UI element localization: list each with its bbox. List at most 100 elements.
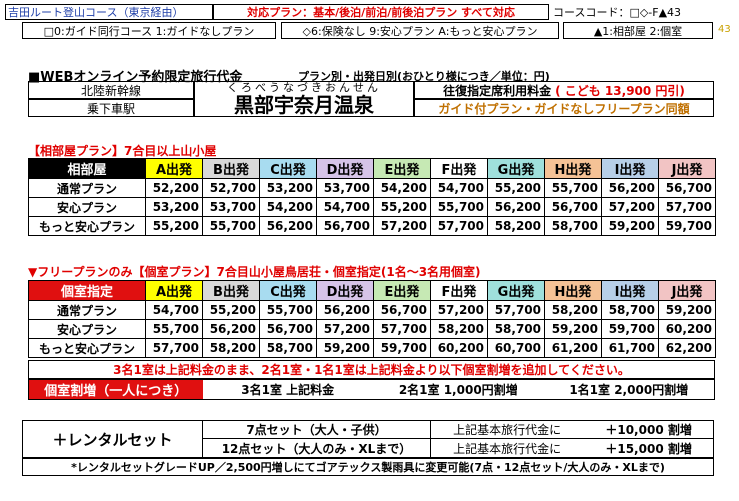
departure-header-j: J出発 bbox=[658, 158, 716, 179]
price-cell: 54,700 bbox=[316, 197, 374, 217]
station-box: くろべうなづきおんせん 黒部宇奈月温泉 bbox=[194, 81, 414, 117]
price-cell: 55,200 bbox=[487, 178, 545, 198]
rental-note: *レンタルセットグレードUP／2,500円増しにてゴアテックス製雨具に変更可能(… bbox=[22, 458, 714, 476]
private-note: 3名1室は上記料金のまま、2名1室・1名1室は上記料金より以下個室割増を追加して… bbox=[28, 360, 715, 379]
table-row: 通常プラン 52,200 52,700 53,200 53,700 54,200 54,70… bbox=[28, 178, 716, 198]
price-cell: 56,700 bbox=[316, 216, 374, 236]
price-cell: 52,700 bbox=[202, 178, 260, 198]
fare-box: 往復指定席利用料金 ( こども 13,900 円引) bbox=[414, 81, 714, 99]
plans-label: 対応プラン：基本/後泊/前泊/前後泊プラン すべて対応 bbox=[213, 4, 549, 20]
price-cell: 59,200 bbox=[316, 338, 374, 358]
departure-header-c: C出発 bbox=[259, 280, 317, 301]
price-cell: 55,200 bbox=[373, 197, 431, 217]
surcharge-3-persons: 3名1室 上記料金 bbox=[241, 383, 335, 397]
price-cell: 53,700 bbox=[202, 197, 260, 217]
price-cell: 53,200 bbox=[145, 197, 203, 217]
price-cell: 59,200 bbox=[544, 319, 602, 339]
surcharge-row: 個室割増（一人につき） 3名1室 上記料金 2名1室 1,000円割増 1名1室… bbox=[28, 379, 715, 400]
price-cell: 58,700 bbox=[601, 300, 659, 320]
departure-header-d: D出発 bbox=[316, 280, 374, 301]
plan-label: 安心プラン bbox=[28, 319, 146, 339]
station-name: 黒部宇奈月温泉 bbox=[234, 93, 374, 117]
departure-header-h: H出発 bbox=[544, 158, 602, 179]
price-cell: 56,200 bbox=[202, 319, 260, 339]
table-header-row: 相部屋 A出発 B出発 C出発 D出発 E出発 F出発 G出発 H出発 I出発 J出発 bbox=[28, 158, 716, 179]
price-cell: 57,700 bbox=[487, 300, 545, 320]
rental-set-7: 7点セット（大人・子供） bbox=[203, 421, 431, 439]
rental-basis-12: 上記基本旅行代金に bbox=[453, 441, 562, 456]
same-price-note: ガイド付プラン・ガイドなしフリープラン同額 bbox=[414, 99, 714, 117]
departure-header-a: A出発 bbox=[145, 280, 203, 301]
plan-label: もっと安心プラン bbox=[28, 216, 146, 236]
price-cell: 56,200 bbox=[601, 178, 659, 198]
price-cell: 58,200 bbox=[487, 216, 545, 236]
rental-set-12: 12点セット（大人のみ・XLまで） bbox=[203, 439, 431, 457]
departure-header-d: D出発 bbox=[316, 158, 374, 179]
surcharge-label: 個室割増（一人につき） bbox=[29, 380, 203, 399]
course-name: 吉田ルート登山コース（東京経由） bbox=[5, 4, 213, 20]
departure-header-j: J出発 bbox=[658, 280, 716, 301]
price-cell: 59,200 bbox=[601, 216, 659, 236]
rental-label: ＋レンタルセット bbox=[23, 421, 203, 457]
plan-label: 安心プラン bbox=[28, 197, 146, 217]
shared-price-table: 相部屋 A出発 B出発 C出発 D出発 E出発 F出発 G出発 H出発 I出発 J出発 通常プラン… bbox=[28, 158, 716, 236]
option-guide: □0:ガイド同行コース 1:ガイドなしプラン bbox=[22, 22, 276, 39]
price-cell: 59,200 bbox=[658, 300, 716, 320]
price-cell: 54,700 bbox=[430, 178, 488, 198]
price-cell: 60,700 bbox=[487, 338, 545, 358]
price-cell: 54,200 bbox=[373, 178, 431, 198]
shared-section-title: 【相部屋プラン】7合目以上山小屋 bbox=[28, 144, 217, 158]
price-cell: 56,700 bbox=[658, 178, 716, 198]
price-cell: 59,700 bbox=[601, 319, 659, 339]
departure-header-b: B出発 bbox=[202, 158, 260, 179]
price-cell: 57,700 bbox=[145, 338, 203, 358]
price-cell: 53,700 bbox=[316, 178, 374, 198]
departure-header-f: F出発 bbox=[430, 280, 488, 301]
plan-label: 通常プラン bbox=[28, 178, 146, 198]
course-code: コースコード：□◇-F▲43 bbox=[553, 6, 682, 19]
departure-header-e: E出発 bbox=[373, 158, 431, 179]
departure-header-g: G出発 bbox=[487, 158, 545, 179]
price-cell: 58,700 bbox=[487, 319, 545, 339]
table-row: もっと安心プラン 55,200 55,700 56,200 56,700 57,200 57… bbox=[28, 216, 716, 236]
private-price-table: 個室指定 A出発 B出発 C出発 D出発 E出発 F出発 G出発 H出発 I出発 J出発 通常プラ… bbox=[28, 280, 716, 358]
price-cell: 56,200 bbox=[316, 300, 374, 320]
surcharge-2-persons: 2名1室 1,000円割増 bbox=[398, 383, 518, 397]
station-label: 乗下車駅 bbox=[28, 99, 194, 117]
price-cell: 59,700 bbox=[658, 216, 716, 236]
price-cell: 57,700 bbox=[658, 197, 716, 217]
plan-label: 通常プラン bbox=[28, 300, 146, 320]
price-cell: 55,700 bbox=[430, 197, 488, 217]
price-cell: 57,200 bbox=[430, 300, 488, 320]
price-cell: 56,700 bbox=[544, 197, 602, 217]
price-cell: 56,700 bbox=[259, 319, 317, 339]
departure-header-i: I出発 bbox=[601, 280, 659, 301]
table-row: もっと安心プラン 57,700 58,200 58,700 59,200 59,700 60… bbox=[28, 338, 716, 358]
price-cell: 56,200 bbox=[487, 197, 545, 217]
price-cell: 55,700 bbox=[145, 319, 203, 339]
price-cell: 60,200 bbox=[658, 319, 716, 339]
price-cell: 54,200 bbox=[259, 197, 317, 217]
private-corner-label: 個室指定 bbox=[28, 280, 146, 301]
private-section-title: ▼フリープランのみ【個室プラン】7合目山小屋鳥居荘・個室指定(1名～3名用個室) bbox=[28, 265, 481, 279]
departure-header-g: G出発 bbox=[487, 280, 545, 301]
station-reading: くろべうなづきおんせん bbox=[227, 81, 381, 94]
rental-price-12-row: 上記基本旅行代金に ＋15,000 割増 bbox=[431, 439, 714, 457]
price-cell: 55,700 bbox=[544, 178, 602, 198]
table-row: 安心プラン 55,700 56,200 56,700 57,200 57,700 58,20… bbox=[28, 319, 716, 339]
price-cell: 55,200 bbox=[202, 300, 260, 320]
rental-price-7: ＋10,000 割増 bbox=[605, 423, 692, 437]
price-cell: 56,200 bbox=[259, 216, 317, 236]
price-cell: 58,700 bbox=[259, 338, 317, 358]
price-cell: 61,200 bbox=[544, 338, 602, 358]
price-cell: 56,700 bbox=[373, 300, 431, 320]
price-cell: 52,200 bbox=[145, 178, 203, 198]
price-cell: 57,700 bbox=[373, 319, 431, 339]
price-cell: 55,700 bbox=[259, 300, 317, 320]
rental-box bbox=[22, 420, 714, 458]
departure-header-a: A出発 bbox=[145, 158, 203, 179]
price-cell: 58,700 bbox=[544, 216, 602, 236]
price-cell: 58,200 bbox=[202, 338, 260, 358]
departure-header-c: C出発 bbox=[259, 158, 317, 179]
fare-label: 往復指定席利用料金 bbox=[443, 83, 552, 98]
